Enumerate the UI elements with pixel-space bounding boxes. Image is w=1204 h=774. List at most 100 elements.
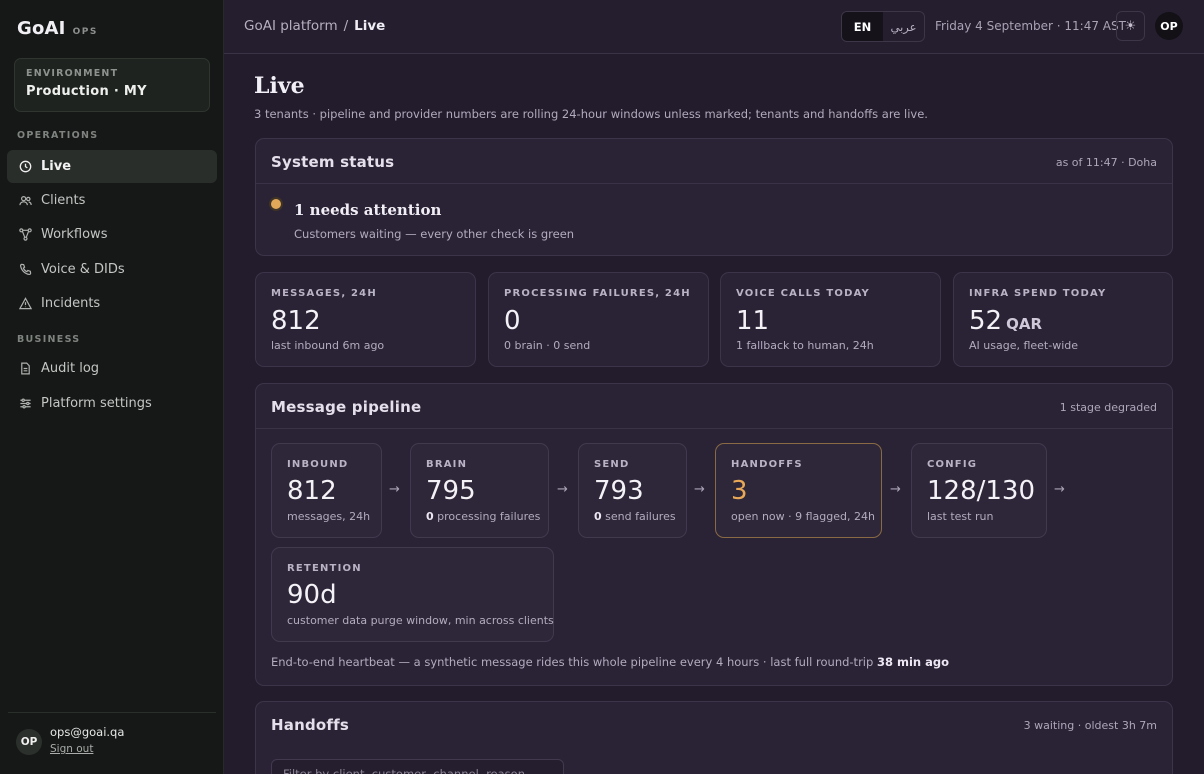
stage-note-text: open now · 9 flagged, 24h [731,510,875,523]
status-detail: Customers waiting — every other check is… [294,227,575,241]
environment-label: ENVIRONMENT [26,68,119,79]
arrow-right-icon: → [694,482,705,497]
arrow-right-icon: → [1054,482,1065,497]
sidebar-item-label: Clients [41,193,86,208]
sidebar-item-voice-dids[interactable]: Voice & DIDs [7,253,217,286]
workflow-icon [18,228,32,242]
pipeline-stage-inbound[interactable]: INBOUND 812 messages, 24h [271,443,382,538]
kpi-card[interactable]: INFRA SPEND TODAY 52 QAR AI usage, fleet-… [953,272,1173,367]
kpi-number: 52 [969,306,1003,336]
environment-card[interactable]: ENVIRONMENT Production · MY [14,58,210,112]
stage-label: CONFIG [927,459,978,470]
current-datetime: Friday 4 September · 11:47 AST [935,19,1126,33]
kpi-note: 0 brain · 0 send [504,339,591,352]
nav-section-business: BUSINESS [17,334,81,345]
lang-en-button[interactable]: EN [842,12,883,41]
sidebar: GoAI OPS ENVIRONMENT Production · MY OPE… [0,0,224,774]
panel-title: System status [271,153,395,171]
sign-out-link[interactable]: Sign out [50,743,94,755]
panel-meta: 1 stage degraded [1059,401,1157,414]
brand-tag: OPS [72,27,98,37]
stage-value: 128/130 [927,476,1036,506]
pipeline-stage-send[interactable]: SEND 793 0 send failures [578,443,687,538]
panel-title: Handoffs [271,716,349,734]
page-subtitle: 3 tenants · pipeline and provider number… [254,107,928,121]
kpi-label: MESSAGES, 24H [271,288,377,299]
pipeline-stage-config[interactable]: CONFIG 128/130 last test run [911,443,1047,538]
stage-label: RETENTION [287,563,362,574]
panel-title: Message pipeline [271,398,422,416]
pipeline-stage-brain[interactable]: BRAIN 795 0 processing failures [410,443,549,538]
stage-note: open now · 9 flagged, 24h [731,510,875,523]
kpi-card[interactable]: MESSAGES, 24H 812 last inbound 6m ago [255,272,476,367]
sidebar-item-platform-settings[interactable]: Platform settings [7,387,217,420]
pipeline-stage-retention[interactable]: RETENTION 90d customer data purge window… [271,547,554,642]
kpi-card[interactable]: PROCESSING FAILURES, 24H 0 0 brain · 0 s… [488,272,709,367]
stage-note-text: messages, 24h [287,510,371,523]
stage-label: HANDOFFS [731,459,803,470]
kpi-value: 11 [736,306,769,336]
heartbeat-text: End-to-end heartbeat — a synthetic messa… [271,655,877,669]
users-icon [18,194,32,208]
sidebar-item-live[interactable]: Live [7,150,217,183]
sidebar-item-audit-log[interactable]: Audit log [7,352,217,385]
page-title: Live [254,73,305,99]
brand-name: GoAI [17,18,66,39]
panel-meta: as of 11:47 · Doha [1055,156,1157,169]
kpi-card[interactable]: VOICE CALLS TODAY 11 1 fallback to human… [720,272,941,367]
stage-value: 793 [594,476,644,506]
stage-note-text: last test run [927,510,994,523]
sidebar-item-label: Incidents [41,296,101,311]
arrow-right-icon: → [389,482,400,497]
arrow-right-icon: → [890,482,901,497]
sidebar-item-clients[interactable]: Clients [7,184,217,217]
breadcrumb-separator: / [343,18,349,34]
pipeline-stage-handoffs[interactable]: HANDOFFS 3 open now · 9 flagged, 24h [715,443,882,538]
sidebar-item-label: Platform settings [41,396,152,411]
sidebar-item-label: Workflows [41,227,108,242]
stage-note-text: customer data purge window, min across c… [287,614,554,627]
sidebar-item-incidents[interactable]: Incidents [7,287,217,320]
stage-value: 3 [731,476,748,506]
theme-toggle-button[interactable]: ☀ [1116,11,1145,41]
lang-ar-button[interactable]: عربي [890,19,917,34]
breadcrumb-root[interactable]: GoAI platform [244,18,338,34]
panel-meta: 3 waiting · oldest 3h 7m [1023,719,1157,732]
arrow-right-icon: → [557,482,568,497]
handoffs-filter-input[interactable] [271,759,564,774]
stage-note: last test run [927,510,993,523]
heartbeat-note: End-to-end heartbeat — a synthetic messa… [271,655,949,669]
user-account: OP ops@goai.qa Sign out [8,712,216,774]
stage-note-text: send failures [601,510,676,523]
sidebar-item-label: Voice & DIDs [41,262,125,277]
stage-value: 90d [287,580,337,610]
topbar: GoAI platform / Live EN عربي Friday 4 Se… [224,0,1204,54]
kpi-number: 11 [736,306,770,336]
kpi-label: VOICE CALLS TODAY [736,288,870,299]
kpi-number: 0 [504,306,521,336]
kpi-value: 52 QAR [969,306,1042,336]
sidebar-item-workflows[interactable]: Workflows [7,218,217,251]
brand-logo[interactable]: GoAI OPS [17,18,98,39]
breadcrumb-current: Live [354,18,386,34]
panel-header: System status as of 11:47 · Doha [256,139,1172,184]
avatar[interactable]: OP [16,729,42,755]
panel-header: Handoffs 3 waiting · oldest 3h 7m [256,702,1172,747]
user-email: ops@goai.qa [50,725,125,739]
kpi-number: 812 [271,306,321,336]
status-headline: 1 needs attention [294,201,442,219]
warning-icon [18,297,32,311]
kpi-note: 1 fallback to human, 24h [736,339,874,352]
kpi-note: AI usage, fleet-wide [969,339,1079,352]
stage-label: SEND [594,459,630,470]
user-avatar-menu[interactable]: OP [1155,12,1183,40]
kpi-label: PROCESSING FAILURES, 24H [504,288,691,299]
sidebar-item-label: Audit log [41,361,100,376]
stage-note-count: 0 [426,510,434,523]
nav-section-operations: OPERATIONS [17,130,99,141]
stage-label: INBOUND [287,459,349,470]
kpi-value: 812 [271,306,321,336]
sliders-icon [18,397,32,411]
stage-value: 812 [287,476,337,506]
heartbeat-last-roundtrip: 38 min ago [876,655,949,669]
